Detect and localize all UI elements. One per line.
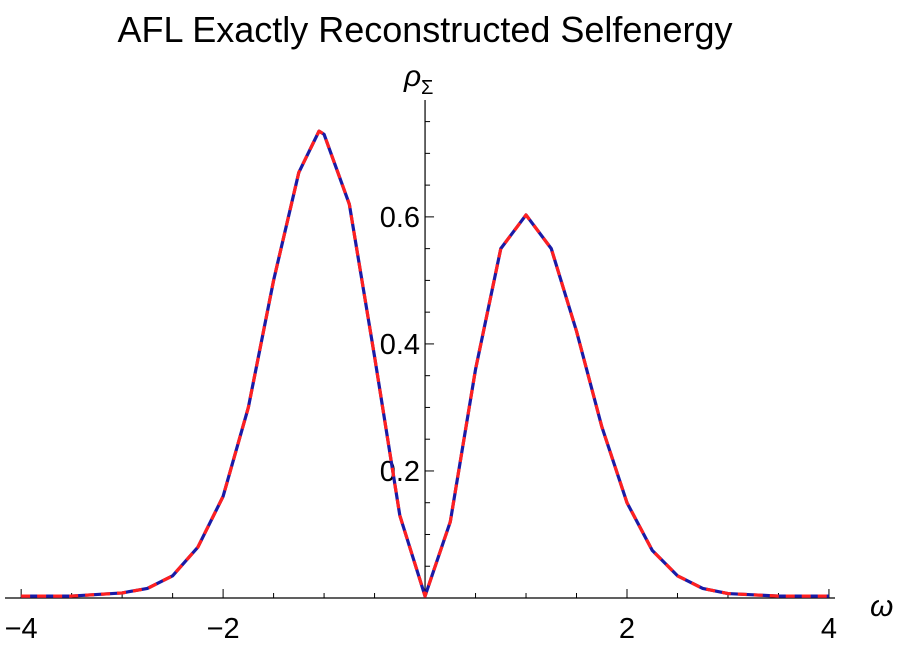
x-axis-label: ω xyxy=(870,590,893,623)
x-tick-label: −2 xyxy=(207,613,240,645)
y-tick-label: 0.2 xyxy=(380,456,420,488)
x-tick-label: −4 xyxy=(5,613,38,645)
y-axis-label: ρ xyxy=(403,60,421,93)
y-tick-label: 0.4 xyxy=(380,329,420,361)
x-tick-label: 2 xyxy=(619,613,635,645)
y-tick-label: 0.6 xyxy=(380,202,420,234)
y-axis-label-subscript: Σ xyxy=(421,77,433,99)
series-line xyxy=(21,129,829,598)
x-tick-label: 4 xyxy=(821,613,837,645)
chart-title: AFL Exactly Reconstructed Selfenergy xyxy=(118,9,733,50)
